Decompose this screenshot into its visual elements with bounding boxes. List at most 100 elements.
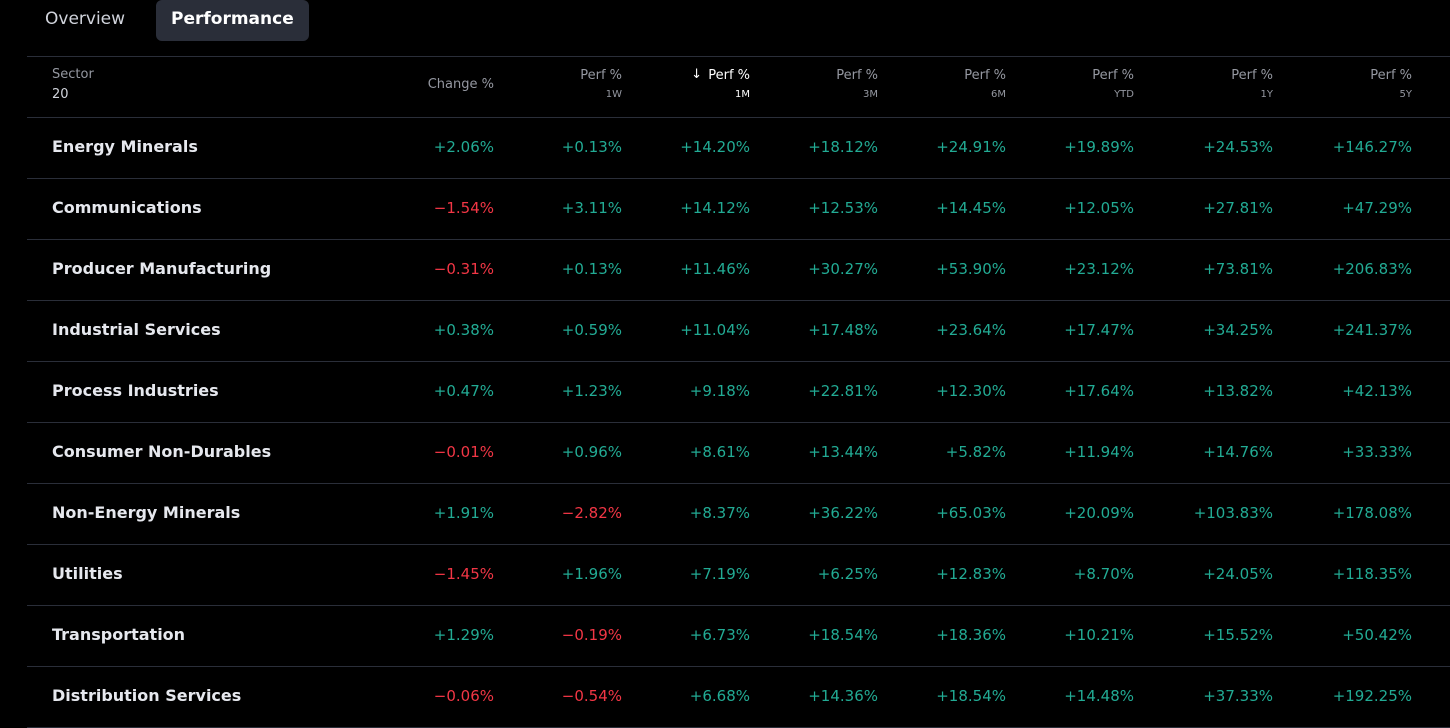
sector-name[interactable]: Transportation — [52, 625, 186, 644]
column-subheader: 1M — [735, 89, 750, 100]
sort-arrow: ↓ — [691, 67, 702, 82]
value-cell: +0.47% — [433, 382, 494, 400]
value-cell: −1.45% — [433, 565, 494, 583]
value-cell: +12.30% — [936, 382, 1006, 400]
row-divider — [27, 239, 1450, 240]
value-cell: +12.05% — [1064, 199, 1134, 217]
value-cell: +65.03% — [936, 504, 1006, 522]
sector-name[interactable]: Non-Energy Minerals — [52, 503, 241, 522]
row-divider — [27, 666, 1450, 667]
value-cell: +47.29% — [1342, 199, 1412, 217]
value-cell: +5.82% — [945, 443, 1006, 461]
value-cell: +1.23% — [561, 382, 622, 400]
value-cell: −0.31% — [433, 260, 494, 278]
value-cell: +13.82% — [1203, 382, 1273, 400]
sector-name[interactable]: Industrial Services — [52, 320, 221, 339]
value-cell: +24.05% — [1203, 565, 1273, 583]
value-cell: +24.91% — [936, 138, 1006, 156]
value-cell: +192.25% — [1332, 687, 1412, 705]
sector-name[interactable]: Distribution Services — [52, 686, 242, 705]
value-cell: +0.59% — [561, 321, 622, 339]
value-cell: −0.06% — [433, 687, 494, 705]
column-subheader: YTD — [1114, 89, 1134, 100]
value-cell: +50.42% — [1342, 626, 1412, 644]
value-cell: +8.37% — [689, 504, 750, 522]
divider — [27, 117, 1450, 118]
row-divider — [27, 544, 1450, 545]
value-cell: +17.48% — [808, 321, 878, 339]
value-cell: +22.81% — [808, 382, 878, 400]
value-cell: +7.19% — [689, 565, 750, 583]
column-header[interactable]: Perf % — [836, 68, 878, 83]
tab[interactable]: Performance — [156, 0, 309, 41]
value-cell: +8.61% — [689, 443, 750, 461]
value-cell: +13.44% — [808, 443, 878, 461]
value-cell: +20.09% — [1064, 504, 1134, 522]
column-header[interactable]: Perf % — [964, 68, 1006, 83]
sector-name[interactable]: Utilities — [52, 564, 123, 583]
value-cell: +0.13% — [561, 138, 622, 156]
column-subheader: 3M — [863, 89, 878, 100]
sector-name[interactable]: Communications — [52, 198, 202, 217]
value-cell: +12.53% — [808, 199, 878, 217]
value-cell: +206.83% — [1332, 260, 1412, 278]
value-cell: +3.11% — [561, 199, 622, 217]
value-cell: +18.12% — [808, 138, 878, 156]
value-cell: +9.18% — [689, 382, 750, 400]
value-cell: +6.68% — [689, 687, 750, 705]
value-cell: +14.36% — [808, 687, 878, 705]
column-header[interactable]: Perf % — [708, 68, 750, 83]
column-subheader: 1Y — [1260, 89, 1273, 100]
value-cell: −2.82% — [561, 504, 622, 522]
value-cell: +6.73% — [689, 626, 750, 644]
value-cell: +14.20% — [680, 138, 750, 156]
sector-name[interactable]: Producer Manufacturing — [52, 259, 272, 278]
value-cell: +73.81% — [1203, 260, 1273, 278]
value-cell: +1.96% — [561, 565, 622, 583]
row-divider — [27, 483, 1450, 484]
column-header[interactable]: Sector — [52, 67, 94, 82]
value-cell: +36.22% — [808, 504, 878, 522]
column-header[interactable]: Perf % — [1092, 68, 1134, 83]
value-cell: +6.25% — [817, 565, 878, 583]
value-cell: +118.35% — [1332, 565, 1412, 583]
value-cell: +18.54% — [936, 687, 1006, 705]
value-cell: +14.45% — [936, 199, 1006, 217]
value-cell: −0.01% — [433, 443, 494, 461]
value-cell: +103.83% — [1193, 504, 1273, 522]
value-cell: +33.33% — [1342, 443, 1412, 461]
sector-count: 20 — [52, 87, 69, 102]
column-subheader: 6M — [991, 89, 1006, 100]
value-cell: +2.06% — [433, 138, 494, 156]
column-header[interactable]: Change % — [427, 77, 494, 92]
value-cell: +12.83% — [936, 565, 1006, 583]
column-header[interactable]: Perf % — [580, 68, 622, 83]
value-cell: −0.54% — [561, 687, 622, 705]
sector-name[interactable]: Energy Minerals — [52, 137, 198, 156]
sector-name[interactable]: Process Industries — [52, 381, 219, 400]
value-cell: −0.19% — [561, 626, 622, 644]
value-cell: +30.27% — [808, 260, 878, 278]
value-cell: +18.54% — [808, 626, 878, 644]
value-cell: +34.25% — [1203, 321, 1273, 339]
column-header[interactable]: Perf % — [1370, 68, 1412, 83]
value-cell: +14.76% — [1203, 443, 1273, 461]
value-cell: +8.70% — [1073, 565, 1134, 583]
value-cell: +0.38% — [433, 321, 494, 339]
row-divider — [27, 422, 1450, 423]
column-subheader: 5Y — [1399, 89, 1412, 100]
value-cell: +27.81% — [1203, 199, 1273, 217]
tab[interactable]: Overview — [45, 9, 126, 29]
sector-name[interactable]: Consumer Non-Durables — [52, 442, 272, 461]
value-cell: +1.29% — [433, 626, 494, 644]
row-divider — [27, 178, 1450, 179]
row-divider — [27, 361, 1450, 362]
column-header[interactable]: Perf % — [1231, 68, 1273, 83]
value-cell: +53.90% — [936, 260, 1006, 278]
value-cell: +18.36% — [936, 626, 1006, 644]
value-cell: +17.64% — [1064, 382, 1134, 400]
value-cell: +14.48% — [1064, 687, 1134, 705]
value-cell: +11.04% — [680, 321, 750, 339]
value-cell: +0.13% — [561, 260, 622, 278]
